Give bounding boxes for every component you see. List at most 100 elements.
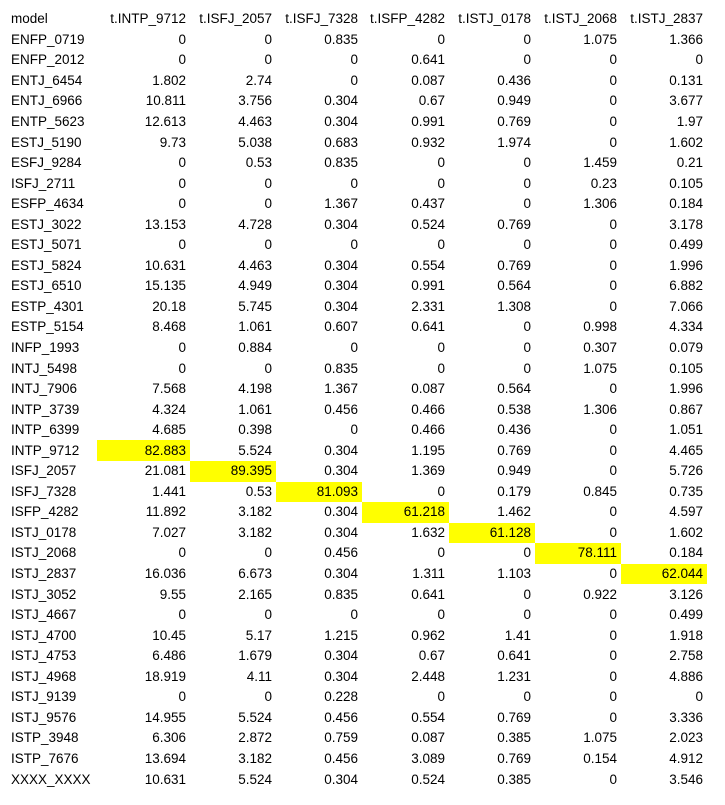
value-cell[interactable]: 0 (178, 689, 186, 705)
value-cell[interactable]: 0.304 (324, 524, 358, 540)
value-cell[interactable]: 0 (609, 114, 617, 129)
value-cell[interactable]: 3.336 (669, 709, 703, 725)
value-cell[interactable]: 0 (178, 340, 186, 356)
value-cell[interactable]: 0 (609, 72, 617, 88)
value-cell[interactable]: 0 (523, 175, 531, 191)
value-cell[interactable]: 0.228 (324, 689, 358, 705)
value-cell[interactable]: 0.499 (669, 607, 703, 623)
value-cell[interactable]: 0.304 (324, 114, 358, 129)
value-cell[interactable]: 0.564 (497, 278, 531, 294)
value-cell[interactable]: 0.53 (245, 155, 272, 171)
value-cell[interactable]: 0.304 (324, 93, 358, 109)
value-cell[interactable]: 0 (350, 422, 358, 438)
value-cell[interactable]: 0.466 (411, 422, 445, 438)
value-cell[interactable]: 8.468 (152, 319, 186, 335)
value-cell[interactable]: 0.398 (238, 422, 272, 438)
value-cell[interactable]: 0.304 (324, 442, 358, 458)
value-cell[interactable]: 0.538 (497, 401, 531, 417)
value-cell[interactable]: 0.184 (669, 545, 703, 561)
value-cell[interactable]: 0.884 (238, 340, 272, 356)
value-cell[interactable]: 1.632 (411, 524, 445, 540)
value-cell[interactable]: 0.949 (497, 93, 531, 109)
value-cell[interactable]: 1.311 (412, 566, 445, 582)
value-cell[interactable]: 3.182 (238, 504, 272, 520)
value-cell[interactable]: 4.685 (152, 422, 186, 438)
value-cell[interactable]: 0 (523, 196, 531, 212)
value-cell[interactable]: 0.524 (411, 216, 445, 232)
value-cell[interactable]: 2.165 (238, 586, 272, 602)
value-cell[interactable]: 2.331 (411, 298, 445, 314)
row-label-cell[interactable]: ESFJ_9284 (11, 155, 82, 171)
value-cell[interactable]: 0 (609, 381, 617, 397)
value-cell[interactable]: 0.641 (411, 586, 445, 602)
row-label-cell[interactable]: ENFP_0719 (11, 31, 85, 47)
value-cell[interactable]: 0 (437, 155, 445, 171)
value-cell[interactable]: 0.769 (497, 114, 531, 129)
column-header[interactable]: t.ISTJ_0178 (458, 11, 531, 27)
row-label-cell[interactable]: INTJ_5498 (11, 360, 78, 376)
value-cell[interactable]: 1.996 (669, 257, 703, 273)
value-cell[interactable]: 0 (523, 340, 531, 356)
value-cell[interactable]: 0.769 (497, 709, 531, 725)
value-cell[interactable]: 0 (523, 52, 531, 68)
value-cell[interactable]: 0 (523, 545, 531, 561)
value-cell[interactable]: 0 (609, 607, 617, 623)
value-cell[interactable]: 0.179 (497, 483, 531, 499)
value-cell[interactable]: 5.726 (669, 463, 703, 479)
value-cell[interactable]: 0 (264, 52, 272, 68)
value-cell[interactable]: 0 (437, 360, 445, 376)
value-cell[interactable]: 0.991 (411, 114, 445, 129)
value-cell[interactable]: 0 (523, 689, 531, 705)
row-label-cell[interactable]: ENTJ_6454 (11, 72, 83, 88)
value-cell[interactable]: 0.456 (324, 545, 358, 561)
value-cell[interactable]: 0 (609, 442, 617, 458)
value-cell[interactable]: 0.867 (669, 401, 703, 417)
value-cell[interactable]: 1.308 (497, 298, 531, 314)
value-cell[interactable]: 1.061 (238, 319, 272, 335)
column-header[interactable]: t.ISTJ_2068 (544, 11, 617, 27)
value-cell[interactable]: 1.918 (669, 627, 703, 643)
value-cell[interactable]: 0.962 (411, 627, 445, 643)
value-cell[interactable]: 0.304 (324, 278, 358, 294)
row-label-cell[interactable]: INFP_1993 (11, 340, 80, 356)
value-cell[interactable]: 0.53 (245, 483, 272, 499)
value-cell[interactable]: 0.641 (411, 319, 445, 335)
value-cell[interactable]: 1.103 (497, 566, 531, 582)
value-cell[interactable]: 0 (609, 463, 617, 479)
value-cell[interactable]: 10.45 (152, 627, 186, 643)
column-header[interactable]: t.ISFP_4282 (369, 11, 445, 27)
value-cell[interactable]: 0 (264, 360, 272, 376)
value-cell[interactable]: 0.437 (411, 196, 445, 212)
value-cell[interactable]: 3.182 (238, 750, 272, 766)
value-cell[interactable]: 4.949 (238, 278, 272, 294)
value-cell[interactable]: 0.759 (324, 730, 358, 746)
value-cell[interactable]: 1.41 (504, 627, 531, 643)
value-cell[interactable]: 0 (264, 31, 272, 47)
value-cell[interactable]: 0.991 (411, 278, 445, 294)
row-label-cell[interactable]: ISTJ_9139 (11, 689, 77, 705)
value-cell[interactable]: 0 (523, 360, 531, 376)
value-cell[interactable]: 0.835 (324, 31, 358, 47)
value-cell[interactable]: 0 (264, 196, 272, 212)
value-cell[interactable]: 0 (609, 52, 617, 68)
value-cell[interactable]: 3.546 (669, 771, 703, 787)
value-cell[interactable]: 0 (437, 545, 445, 561)
value-cell[interactable]: 0 (609, 668, 617, 684)
row-label-cell[interactable]: ENTP_5623 (11, 114, 85, 129)
value-cell[interactable]: 0 (350, 52, 358, 68)
value-cell[interactable]: 9.73 (159, 134, 186, 150)
value-cell[interactable]: 0 (264, 237, 272, 253)
value-cell[interactable]: 4.334 (669, 319, 703, 335)
column-header[interactable]: t.INTP_9712 (110, 11, 186, 27)
value-cell[interactable]: 14.955 (144, 709, 186, 725)
value-cell[interactable]: 0.087 (411, 381, 445, 397)
value-cell[interactable]: 1.075 (583, 31, 617, 47)
value-cell[interactable]: 10.631 (144, 257, 186, 273)
value-cell[interactable]: 0 (695, 52, 703, 68)
value-cell[interactable]: 6.882 (669, 278, 703, 294)
row-label-cell[interactable]: ISTJ_9576 (11, 709, 77, 725)
row-label-cell[interactable]: ISTJ_4667 (11, 607, 77, 623)
value-cell[interactable]: 1.996 (669, 381, 703, 397)
value-cell[interactable]: 0.607 (324, 319, 358, 335)
value-cell[interactable]: 0 (264, 607, 272, 623)
